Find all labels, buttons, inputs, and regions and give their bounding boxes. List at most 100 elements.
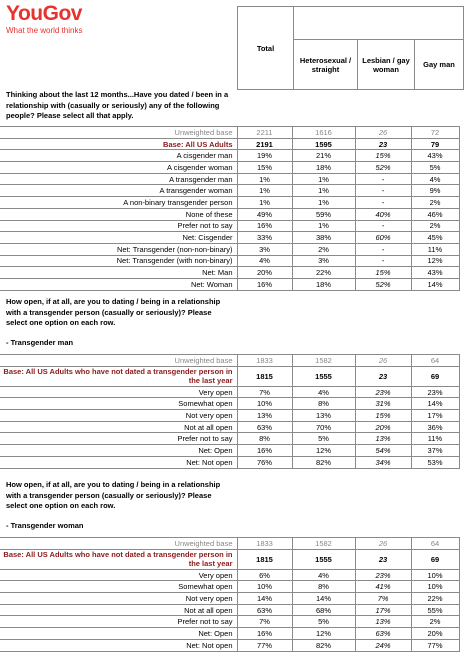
table-cell: -: [354, 173, 411, 186]
table-cell: 21%: [291, 149, 355, 163]
row-label: Net: Not open: [0, 639, 237, 652]
table-row: Unweighted base 1833 1582 26 64: [0, 354, 460, 367]
row-label: Not at all open: [0, 604, 237, 617]
table-cell: 1%: [291, 196, 355, 209]
table-cell: -: [354, 184, 411, 198]
table-cell: 17%: [354, 604, 411, 617]
table-cell: 16%: [236, 444, 292, 457]
table-cell: 23: [354, 366, 411, 387]
table-cell: -: [354, 243, 411, 256]
table-cell: 16%: [236, 278, 292, 291]
table-cell: 38%: [291, 231, 355, 244]
table-row: Net: Man 20% 22% 15% 43%: [0, 266, 460, 279]
table-cell: 20%: [236, 266, 292, 279]
table-cell: 77%: [410, 639, 460, 652]
table-cell: 69: [410, 366, 460, 387]
table-row: Net: Not open 77% 82% 24% 77%: [0, 639, 460, 652]
table-cell: -: [354, 220, 411, 233]
row-label: Not very open: [0, 592, 237, 605]
table-cell: 77%: [236, 639, 292, 652]
table-cell: 7%: [236, 615, 292, 629]
table-row: Prefer not to say 16% 1% -2%: [0, 220, 460, 233]
row-label: Net: Not open: [0, 456, 237, 469]
table-cell: 45%: [410, 231, 460, 244]
table-cell: 41%: [354, 580, 411, 594]
table-cell: 5%: [291, 615, 355, 629]
table-row: Prefer not to say 8% 5% 13% 11%: [0, 432, 460, 446]
table-cell: 2%: [410, 196, 460, 209]
table-cell: 8%: [291, 397, 355, 411]
table-cell: 1582: [291, 354, 355, 367]
table-cell: 43%: [410, 149, 460, 163]
table-row: Not very open 13% 13% 15% 17%: [0, 409, 460, 422]
table-row: Somewhat open 10% 8% 31% 14%: [0, 397, 460, 411]
table-cell: 40%: [354, 208, 411, 221]
table-cell: 18%: [291, 278, 355, 291]
table-cell: 22%: [291, 266, 355, 279]
table-cell: 64: [410, 354, 460, 367]
table-cell: 1%: [236, 173, 292, 186]
table-row: A transgender man 1% 1% -4%: [0, 173, 460, 186]
table-cell: 14%: [410, 278, 460, 291]
table-row: Very open 6% 4% 23% 10%: [0, 569, 460, 582]
table-cell: 34%: [354, 456, 411, 469]
row-label: Very open: [0, 569, 237, 582]
table-cell: 79: [410, 138, 460, 151]
row-label: Prefer not to say: [0, 432, 237, 446]
table-row: A transgender woman 1% 1% -9%: [0, 184, 460, 198]
table-cell: 15%: [354, 409, 411, 422]
header-lesbian: Lesbian / gay woman: [357, 39, 415, 90]
table-cell: 3%: [291, 255, 355, 268]
table-cell: 16%: [236, 220, 292, 233]
row-label: Net: Open: [0, 444, 237, 457]
table-cell: 4%: [236, 255, 292, 268]
table-cell: 2%: [410, 615, 460, 629]
table-row: Net: Open 16% 12% 63% 20%: [0, 627, 460, 640]
subheading-transgender-woman: - Transgender woman: [6, 521, 84, 530]
table-row: Somewhat open 10% 8% 41% 10%: [0, 580, 460, 594]
table-cell: 63%: [354, 627, 411, 640]
table-row: None of these 49% 59% 40% 46%: [0, 208, 460, 221]
table-cell: 14%: [410, 397, 460, 411]
table-section-2: Unweighted base 1833 1582 26 64 Base: All US …: [0, 354, 460, 469]
table-row: Prefer not to say 7% 5% 13% 2%: [0, 615, 460, 629]
table-cell: 82%: [291, 639, 355, 652]
row-label: Not very open: [0, 409, 237, 422]
brand-logo: YouGov What the world thinks: [6, 3, 82, 36]
row-label: Prefer not to say: [0, 220, 237, 233]
table-cell: 1582: [291, 537, 355, 550]
table-row: Net: Woman 16% 18% 52% 14%: [0, 278, 460, 291]
table-cell: 26: [354, 126, 411, 139]
table-cell: 11%: [410, 432, 460, 446]
table-cell: -: [354, 255, 411, 268]
table-cell: 1555: [291, 549, 355, 570]
row-label: Net: Cisgender: [0, 231, 237, 244]
row-label: Unweighted base: [0, 537, 237, 550]
table-cell: 4%: [410, 173, 460, 186]
table-row: A non-binary transgender person 1% 1% -2%: [0, 196, 460, 209]
table-cell: 1616: [291, 126, 355, 139]
header-heterosexual: Heterosexual / straight: [293, 39, 358, 90]
row-label: Base: All US Adults who have not dated a…: [0, 549, 237, 570]
row-label: Base: All US Adults who have not dated a…: [0, 366, 237, 387]
table-cell: -: [354, 196, 411, 209]
row-label: A transgender woman: [0, 184, 237, 198]
table-cell: 13%: [236, 409, 292, 422]
table-cell: 64: [410, 537, 460, 550]
row-label: A cisgender woman: [0, 161, 237, 174]
row-label: Unweighted base: [0, 126, 237, 139]
header-total: Total: [237, 6, 294, 90]
table-row: Unweighted base 1833 1582 26 64: [0, 537, 460, 550]
table-cell: 23%: [354, 569, 411, 582]
table-cell: 6%: [236, 569, 292, 582]
question-2: How open, if at all, are you to dating /…: [6, 297, 221, 327]
table-cell: 12%: [291, 444, 355, 457]
table-row: Net: Open 16% 12% 54% 37%: [0, 444, 460, 457]
subheading-transgender-man: - Transgender man: [6, 338, 74, 347]
table-row: A cisgender man 19% 21% 15% 43%: [0, 149, 460, 163]
table-cell: 19%: [236, 149, 292, 163]
table-cell: 72: [410, 126, 460, 139]
row-label: Net: Transgender (non-non-binary): [0, 243, 237, 256]
row-label: Unweighted base: [0, 354, 237, 367]
row-label: None of these: [0, 208, 237, 221]
